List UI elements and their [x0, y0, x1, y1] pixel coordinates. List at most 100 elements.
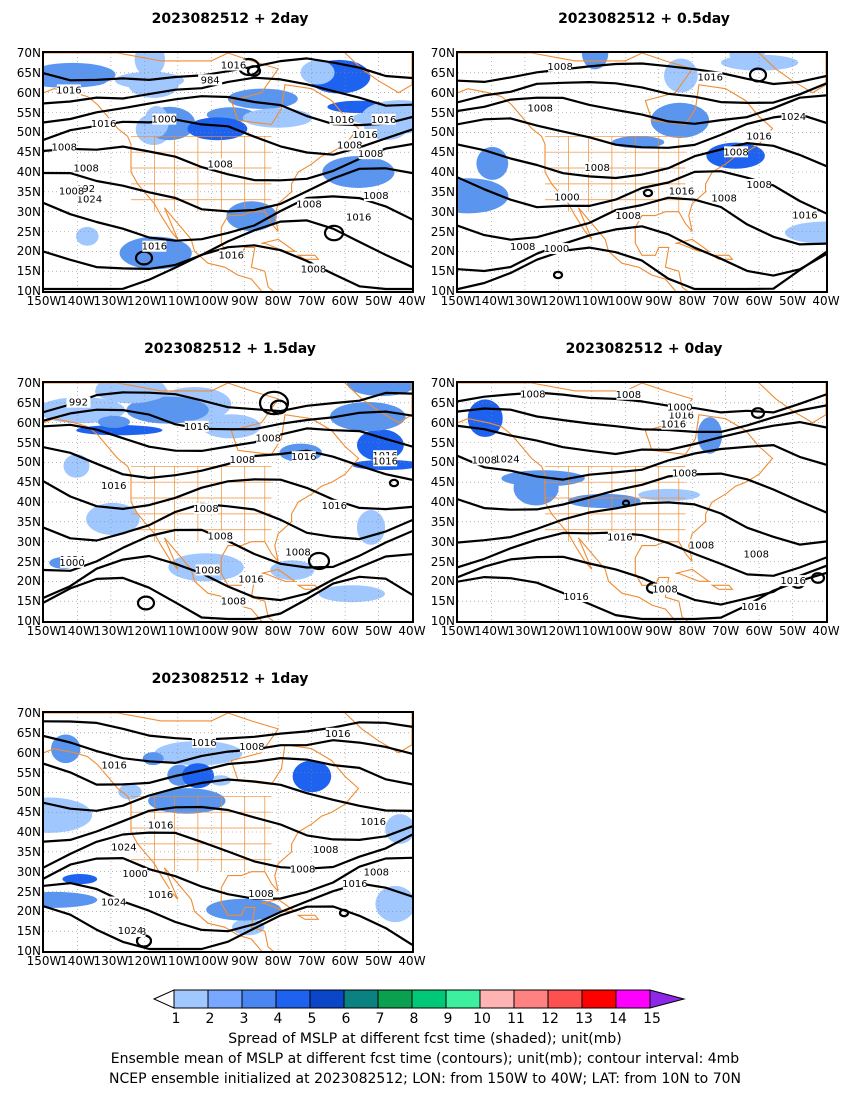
lat-tick-label: 50N: [430, 125, 455, 140]
isobar: [44, 805, 412, 843]
contour-label: 1016: [741, 602, 766, 613]
lat-tick-label: 55N: [430, 435, 455, 450]
colorbar-segment: [445, 989, 481, 1009]
lon-tick-label: 90W: [231, 954, 259, 968]
lon-tick-label: 60W: [331, 624, 359, 638]
lat-tick-label: 60N: [430, 85, 455, 100]
lat-tick-label: 25N: [16, 884, 41, 899]
lon-tick-label: 100W: [193, 624, 229, 638]
closed-isobar: [258, 390, 290, 416]
isobar: [44, 553, 412, 602]
contour-label: 1016: [361, 817, 386, 828]
lon-tick-label: 150W: [26, 624, 62, 638]
isobar: [44, 778, 412, 812]
spread-blob: [385, 814, 412, 844]
contour-label: 1016: [218, 251, 243, 262]
isobar: [458, 196, 826, 246]
spread-blob: [270, 560, 315, 580]
colorbar-tick-label: 9: [443, 1011, 453, 1027]
lon-tick-label: 40W: [398, 294, 426, 308]
contour-label: 1016: [91, 119, 116, 130]
contour-label: 1016: [238, 575, 263, 586]
lat-tick-label: 40N: [16, 165, 41, 179]
spread-blob: [187, 117, 248, 141]
colorbar-over-triangle: [649, 989, 686, 1009]
lat-tick-label: 60N: [430, 415, 455, 430]
contour-label: 1024: [781, 112, 806, 123]
lat-tick-label: 25N: [430, 554, 455, 569]
isobar: [44, 195, 412, 242]
spread-blob: [76, 425, 163, 436]
isobar: [458, 531, 826, 577]
colorbar-tick-label: 15: [643, 1011, 661, 1027]
contour-label: 992: [76, 184, 95, 195]
contour-label: 1000: [122, 869, 147, 880]
isobar: [44, 575, 412, 621]
contour-label: 1008: [723, 147, 748, 158]
lat-tick-label: 15N: [16, 594, 41, 609]
mslp-contours: [458, 62, 826, 291]
lat-tick-label: 50N: [16, 455, 41, 470]
lon-tick-label: 50W: [364, 954, 393, 968]
contour-label: 1008: [363, 191, 388, 202]
contour-label: 1024: [118, 926, 143, 937]
lon-tick-label: 90W: [231, 294, 259, 308]
lon-tick-label: 70W: [298, 294, 326, 308]
colorbar-tick-label: 11: [507, 1011, 525, 1027]
contour-label: 1016: [142, 242, 167, 253]
lon-tick-label: 130W: [507, 294, 543, 308]
spread-blob: [126, 396, 209, 424]
spread-blob: [458, 178, 509, 214]
contour-label: 1008: [239, 742, 264, 753]
colorbar-under-triangle: [152, 989, 175, 1009]
spread-blob: [330, 402, 406, 432]
lat-tick-label: 10N: [430, 614, 455, 628]
colorbar-svg: [152, 989, 686, 1009]
isobar: [44, 244, 412, 291]
contour-label: 1016: [148, 820, 173, 831]
lon-tick-label: 90W: [645, 294, 673, 308]
lat-tick-label: 55N: [16, 435, 41, 450]
lat-tick-label: 40N: [16, 495, 41, 509]
spread-blob: [227, 88, 298, 109]
lat-tick-label: 35N: [430, 184, 455, 199]
map-svg: 1008101610241016101610081016100810081008…: [458, 383, 826, 621]
lon-tick-label: 150W: [26, 954, 62, 968]
contour-label: 1008: [301, 264, 326, 275]
spread-blob: [154, 741, 243, 766]
isobar: [44, 502, 412, 542]
spread-blob: [201, 414, 261, 439]
lon-tick-label: 120W: [540, 294, 576, 308]
spread-blob: [322, 156, 395, 188]
spread-blob: [76, 226, 99, 246]
lon-tick-label: 140W: [474, 624, 509, 638]
lat-tick-label: 15N: [16, 924, 41, 939]
isobar: [458, 501, 826, 546]
lon-tick-label: 120W: [126, 294, 162, 308]
colorbar-segment: [377, 989, 413, 1009]
spread-blob: [697, 417, 723, 454]
isobar: [44, 757, 412, 786]
lat-tick-label: 10N: [430, 284, 455, 298]
lat-tick-label: 30N: [16, 534, 41, 549]
lat-tick-label: 55N: [16, 105, 41, 120]
lon-tick-label: 50W: [778, 294, 807, 308]
contour-label: 1008: [527, 103, 552, 114]
lat-tick-label: 60N: [16, 745, 41, 760]
footer-line-init: NCEP ensemble initialized at 2023082512;…: [109, 1071, 741, 1087]
spread-blob: [62, 874, 98, 885]
lon-tick-label: 60W: [331, 954, 359, 968]
contour-label: 1000: [544, 244, 569, 255]
lon-tick-label: 130W: [507, 624, 543, 638]
isobar: [44, 143, 412, 182]
contour-label: 1008: [547, 62, 572, 73]
contour-label: 1016: [563, 592, 588, 603]
contour-label: 1024: [111, 842, 136, 853]
spread-blob: [63, 454, 90, 478]
isobar: [458, 572, 826, 621]
lat-tick-label: 70N: [16, 46, 41, 60]
contour-label: 1016: [669, 186, 694, 197]
panel-title-3: 2023082512 + 1.5day: [144, 341, 316, 357]
lon-tick-label: 60W: [331, 294, 359, 308]
lat-tick-label: 60N: [16, 415, 41, 430]
